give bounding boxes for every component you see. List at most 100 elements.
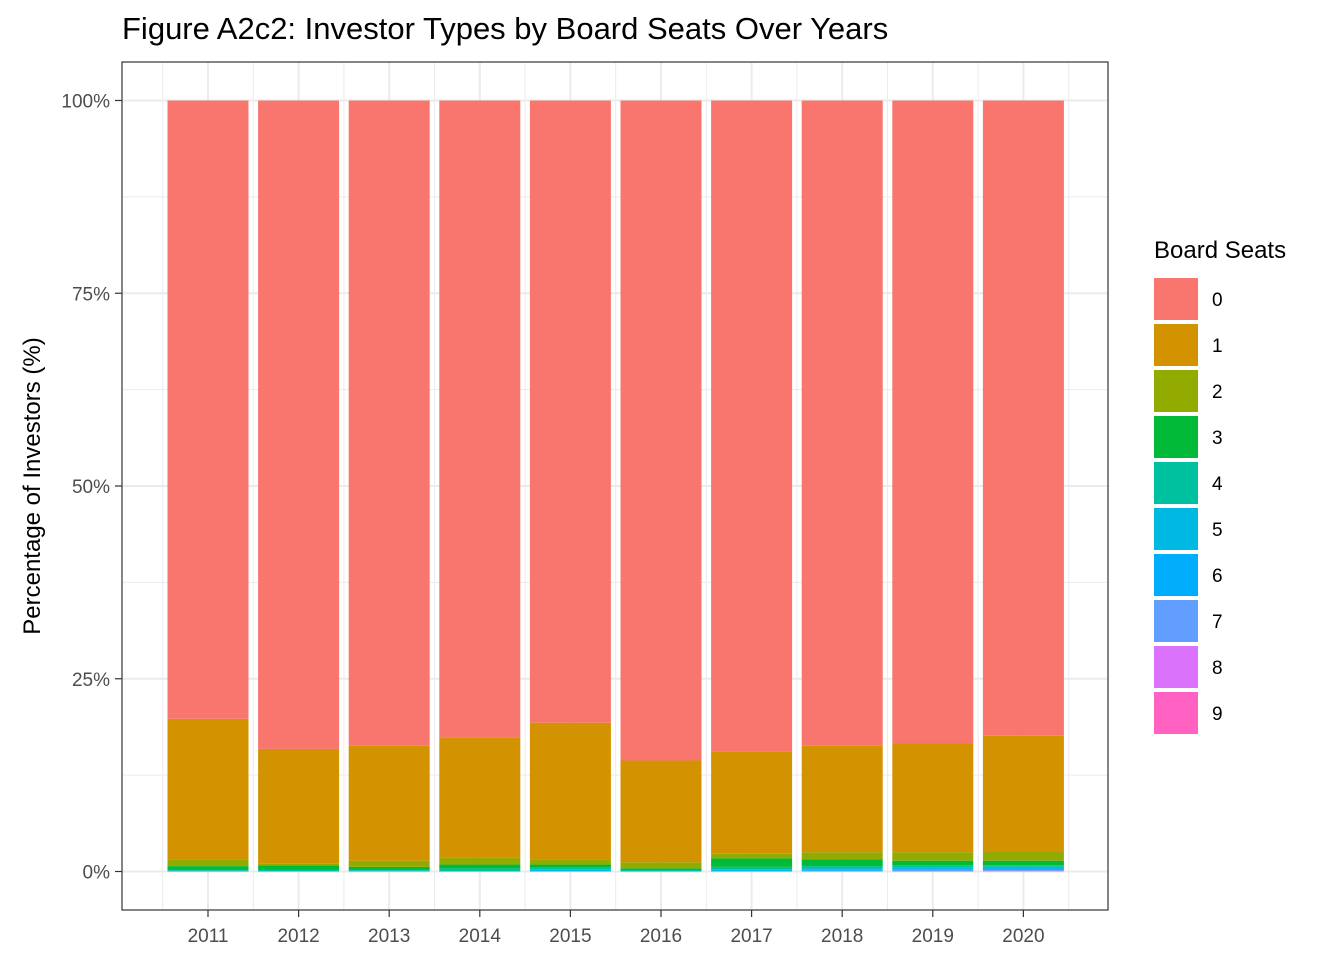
y-axis: 0% 25% 50% 75% 100%	[61, 92, 122, 884]
bar-segment-2017-seats-2	[711, 853, 793, 859]
legend-label: 7	[1212, 612, 1223, 633]
bar-segment-2013-seats-0	[348, 100, 430, 746]
legend-label: 4	[1212, 474, 1223, 495]
bar-segment-2019-seats-3	[892, 860, 974, 866]
legend-title: Board Seats	[1154, 237, 1286, 264]
bar-segment-2020-seats-6	[982, 868, 1064, 870]
bar-segment-2019-seats-1	[892, 743, 974, 853]
legend-items: 0 1 2 3 4 5 6 7 8 9	[1154, 278, 1223, 734]
legend-item-0: 0	[1154, 278, 1223, 320]
x-tick-label: 2016	[640, 926, 682, 947]
bar-segment-2011-seats-5	[167, 870, 249, 872]
y-tick-label: 25%	[72, 670, 110, 691]
y-axis-title: Percentage of Investors (%)	[19, 337, 46, 634]
bar-segment-2011-seats-3	[167, 866, 249, 870]
bar-stack-2011	[167, 100, 249, 872]
bar-segment-2017-seats-3	[711, 858, 793, 867]
legend-swatch	[1154, 324, 1198, 366]
bar-segment-2013-seats-1	[348, 745, 430, 861]
bar-segment-2015-seats-1	[529, 722, 611, 860]
bar-segment-2015-seats-3	[529, 864, 611, 868]
x-tick-label: 2019	[912, 926, 954, 947]
bar-segment-2014-seats-1	[439, 737, 521, 858]
bar-segment-2016-seats-3	[620, 868, 702, 870]
bar-segment-2015-seats-4	[529, 867, 611, 870]
bar-segment-2018-seats-6	[801, 869, 883, 871]
legend-swatch	[1154, 554, 1198, 596]
bar-segment-2013-seats-3	[348, 866, 430, 870]
bars	[167, 100, 1064, 872]
bar-segment-2012-seats-0	[258, 100, 340, 749]
bar-stack-2020	[982, 100, 1064, 872]
bar-segment-2011-seats-1	[167, 718, 249, 860]
legend-label: 6	[1212, 566, 1223, 587]
legend-swatch	[1154, 370, 1198, 412]
x-tick-label: 2012	[277, 926, 319, 947]
y-tick-label: 0%	[83, 863, 111, 884]
bar-segment-2016-seats-4	[620, 869, 702, 872]
bar-segment-2020-seats-7	[982, 869, 1064, 871]
bar-stack-2013	[348, 100, 430, 872]
legend-label: 8	[1212, 658, 1223, 679]
chart-title: Figure A2c2: Investor Types by Board Sea…	[122, 11, 888, 46]
bar-segment-2020-seats-2	[982, 851, 1064, 861]
bar-stack-2017	[711, 100, 793, 872]
bar-stack-2014	[439, 100, 521, 872]
bar-segment-2020-seats-4	[982, 865, 1064, 867]
legend-label: 3	[1212, 428, 1223, 449]
legend-item-2: 2	[1154, 370, 1223, 412]
legend-swatch	[1154, 278, 1198, 320]
legend-item-5: 5	[1154, 508, 1223, 550]
bar-stack-2016	[620, 100, 702, 872]
bar-segment-2018-seats-2	[801, 852, 883, 860]
legend-item-1: 1	[1154, 324, 1223, 366]
bar-segment-2014-seats-4	[439, 868, 521, 872]
x-tick-label: 2011	[188, 926, 229, 947]
legend-swatch	[1154, 508, 1198, 550]
bar-segment-2011-seats-2	[167, 859, 249, 867]
bar-segment-2018-seats-1	[801, 745, 883, 853]
bar-segment-2013-seats-5	[348, 870, 430, 872]
legend-swatch	[1154, 416, 1198, 458]
bar-segment-2016-seats-2	[620, 862, 702, 869]
bar-stack-2019	[892, 100, 974, 872]
legend: Board Seats 0 1 2 3 4 5 6 7 8 9	[1154, 237, 1286, 734]
y-tick-label: 50%	[72, 477, 110, 498]
bar-segment-2020-seats-1	[982, 735, 1064, 852]
x-tick-label: 2017	[730, 926, 772, 947]
bar-segment-2011-seats-4	[167, 869, 249, 871]
legend-label: 2	[1212, 382, 1223, 403]
bar-stack-2012	[258, 100, 340, 872]
bar-segment-2017-seats-0	[711, 100, 793, 752]
bar-segment-2020-seats-8	[982, 870, 1064, 872]
legend-label: 0	[1212, 290, 1223, 311]
bar-segment-2020-seats-5	[982, 866, 1064, 869]
bar-segment-2019-seats-7	[892, 869, 974, 872]
bar-segment-2017-seats-4	[711, 866, 793, 870]
bar-segment-2018-seats-7	[801, 870, 883, 872]
bar-segment-2018-seats-4	[801, 866, 883, 869]
bar-segment-2018-seats-5	[801, 868, 883, 870]
legend-swatch	[1154, 692, 1198, 734]
bar-segment-2019-seats-6	[892, 869, 974, 870]
bar-stack-2015	[529, 100, 611, 872]
x-tick-label: 2020	[1002, 926, 1044, 947]
bar-segment-2020-seats-0	[982, 100, 1064, 736]
legend-label: 9	[1212, 704, 1223, 725]
legend-label: 5	[1212, 520, 1223, 541]
legend-item-4: 4	[1154, 462, 1223, 504]
bar-segment-2014-seats-0	[439, 100, 521, 738]
legend-swatch	[1154, 646, 1198, 688]
bar-segment-2015-seats-0	[529, 100, 611, 723]
bar-segment-2017-seats-1	[711, 751, 793, 854]
bar-segment-2013-seats-2	[348, 860, 430, 867]
bar-segment-2012-seats-2	[258, 863, 340, 866]
legend-item-7: 7	[1154, 600, 1223, 642]
legend-item-8: 8	[1154, 646, 1223, 688]
bar-segment-2014-seats-2	[439, 857, 521, 865]
y-tick-label: 75%	[72, 284, 110, 305]
legend-label: 1	[1212, 336, 1223, 357]
legend-item-6: 6	[1154, 554, 1223, 596]
bar-segment-2015-seats-5	[529, 869, 611, 872]
